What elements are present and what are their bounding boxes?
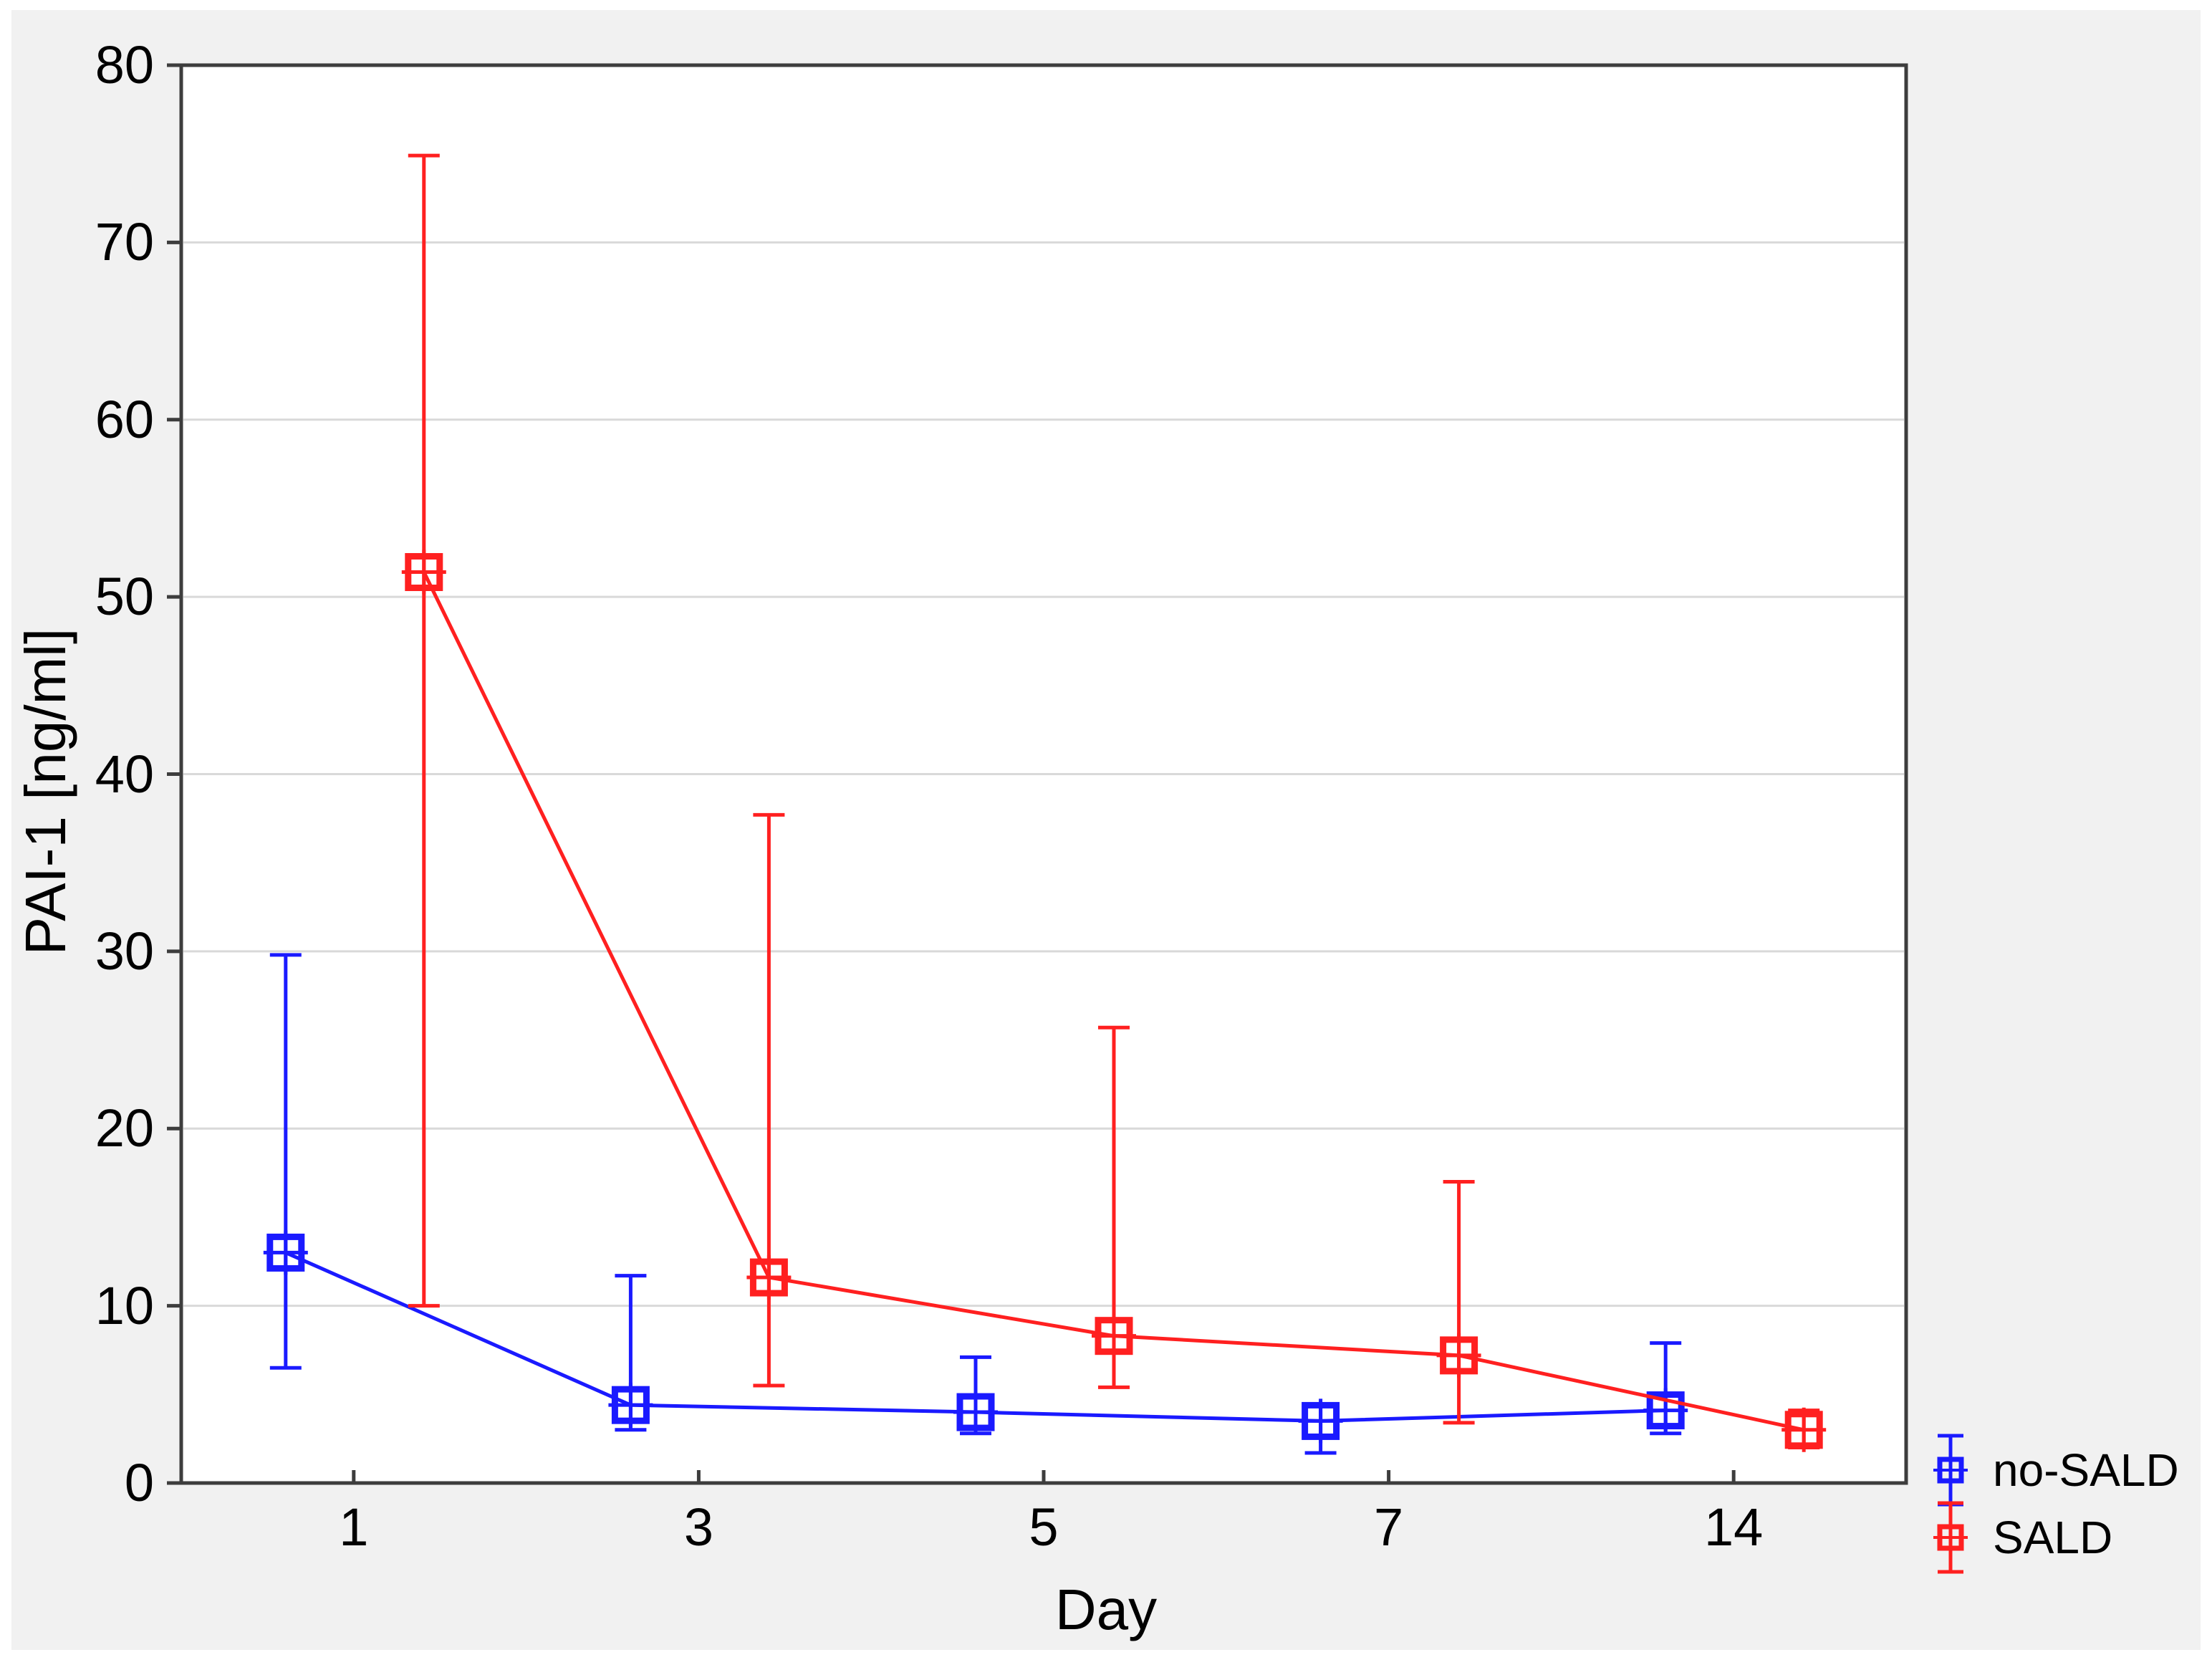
- SALD-marker-day1-box: [405, 552, 443, 591]
- x-tick-label-14: 14: [1704, 1497, 1764, 1557]
- SALD-marker-day7-box: [1440, 1336, 1478, 1375]
- y-tick-label-20: 20: [95, 1098, 154, 1158]
- legend-marker-no-SALD: [1937, 1457, 1964, 1484]
- x-tick-label-7: 7: [1374, 1497, 1404, 1557]
- y-tick-label-30: 30: [95, 921, 154, 981]
- y-tick-label-80: 80: [95, 35, 154, 95]
- x-tick-label-1: 1: [339, 1497, 369, 1557]
- x-axis-title: Day: [1054, 1578, 1158, 1641]
- y-tick-label-0: 0: [124, 1453, 154, 1512]
- x-tick-label-5: 5: [1029, 1497, 1059, 1557]
- y-tick-label-10: 10: [95, 1275, 154, 1335]
- legend-label-no-SALD: no-SALD: [1993, 1444, 2179, 1496]
- SALD-marker-day3-box: [749, 1258, 788, 1297]
- no-SALD-marker-day5-box: [956, 1393, 995, 1431]
- no-SALD-marker-day1-box: [266, 1233, 305, 1272]
- SALD-marker-day14-box: [1784, 1411, 1823, 1449]
- no-SALD-marker-day14-box: [1646, 1391, 1685, 1430]
- y-tick-label-60: 60: [95, 389, 154, 449]
- x-tick-label-3: 3: [683, 1497, 713, 1557]
- SALD-marker-day5-box: [1095, 1317, 1133, 1355]
- legend-label-SALD: SALD: [1993, 1512, 2113, 1563]
- legend-marker-SALD: [1937, 1524, 1964, 1551]
- y-tick-label-70: 70: [95, 212, 154, 272]
- no-SALD-marker-day3-box: [611, 1386, 650, 1424]
- no-SALD-marker-day7-box: [1302, 1401, 1340, 1440]
- y-tick-label-50: 50: [95, 567, 154, 627]
- y-tick-label-40: 40: [95, 744, 154, 804]
